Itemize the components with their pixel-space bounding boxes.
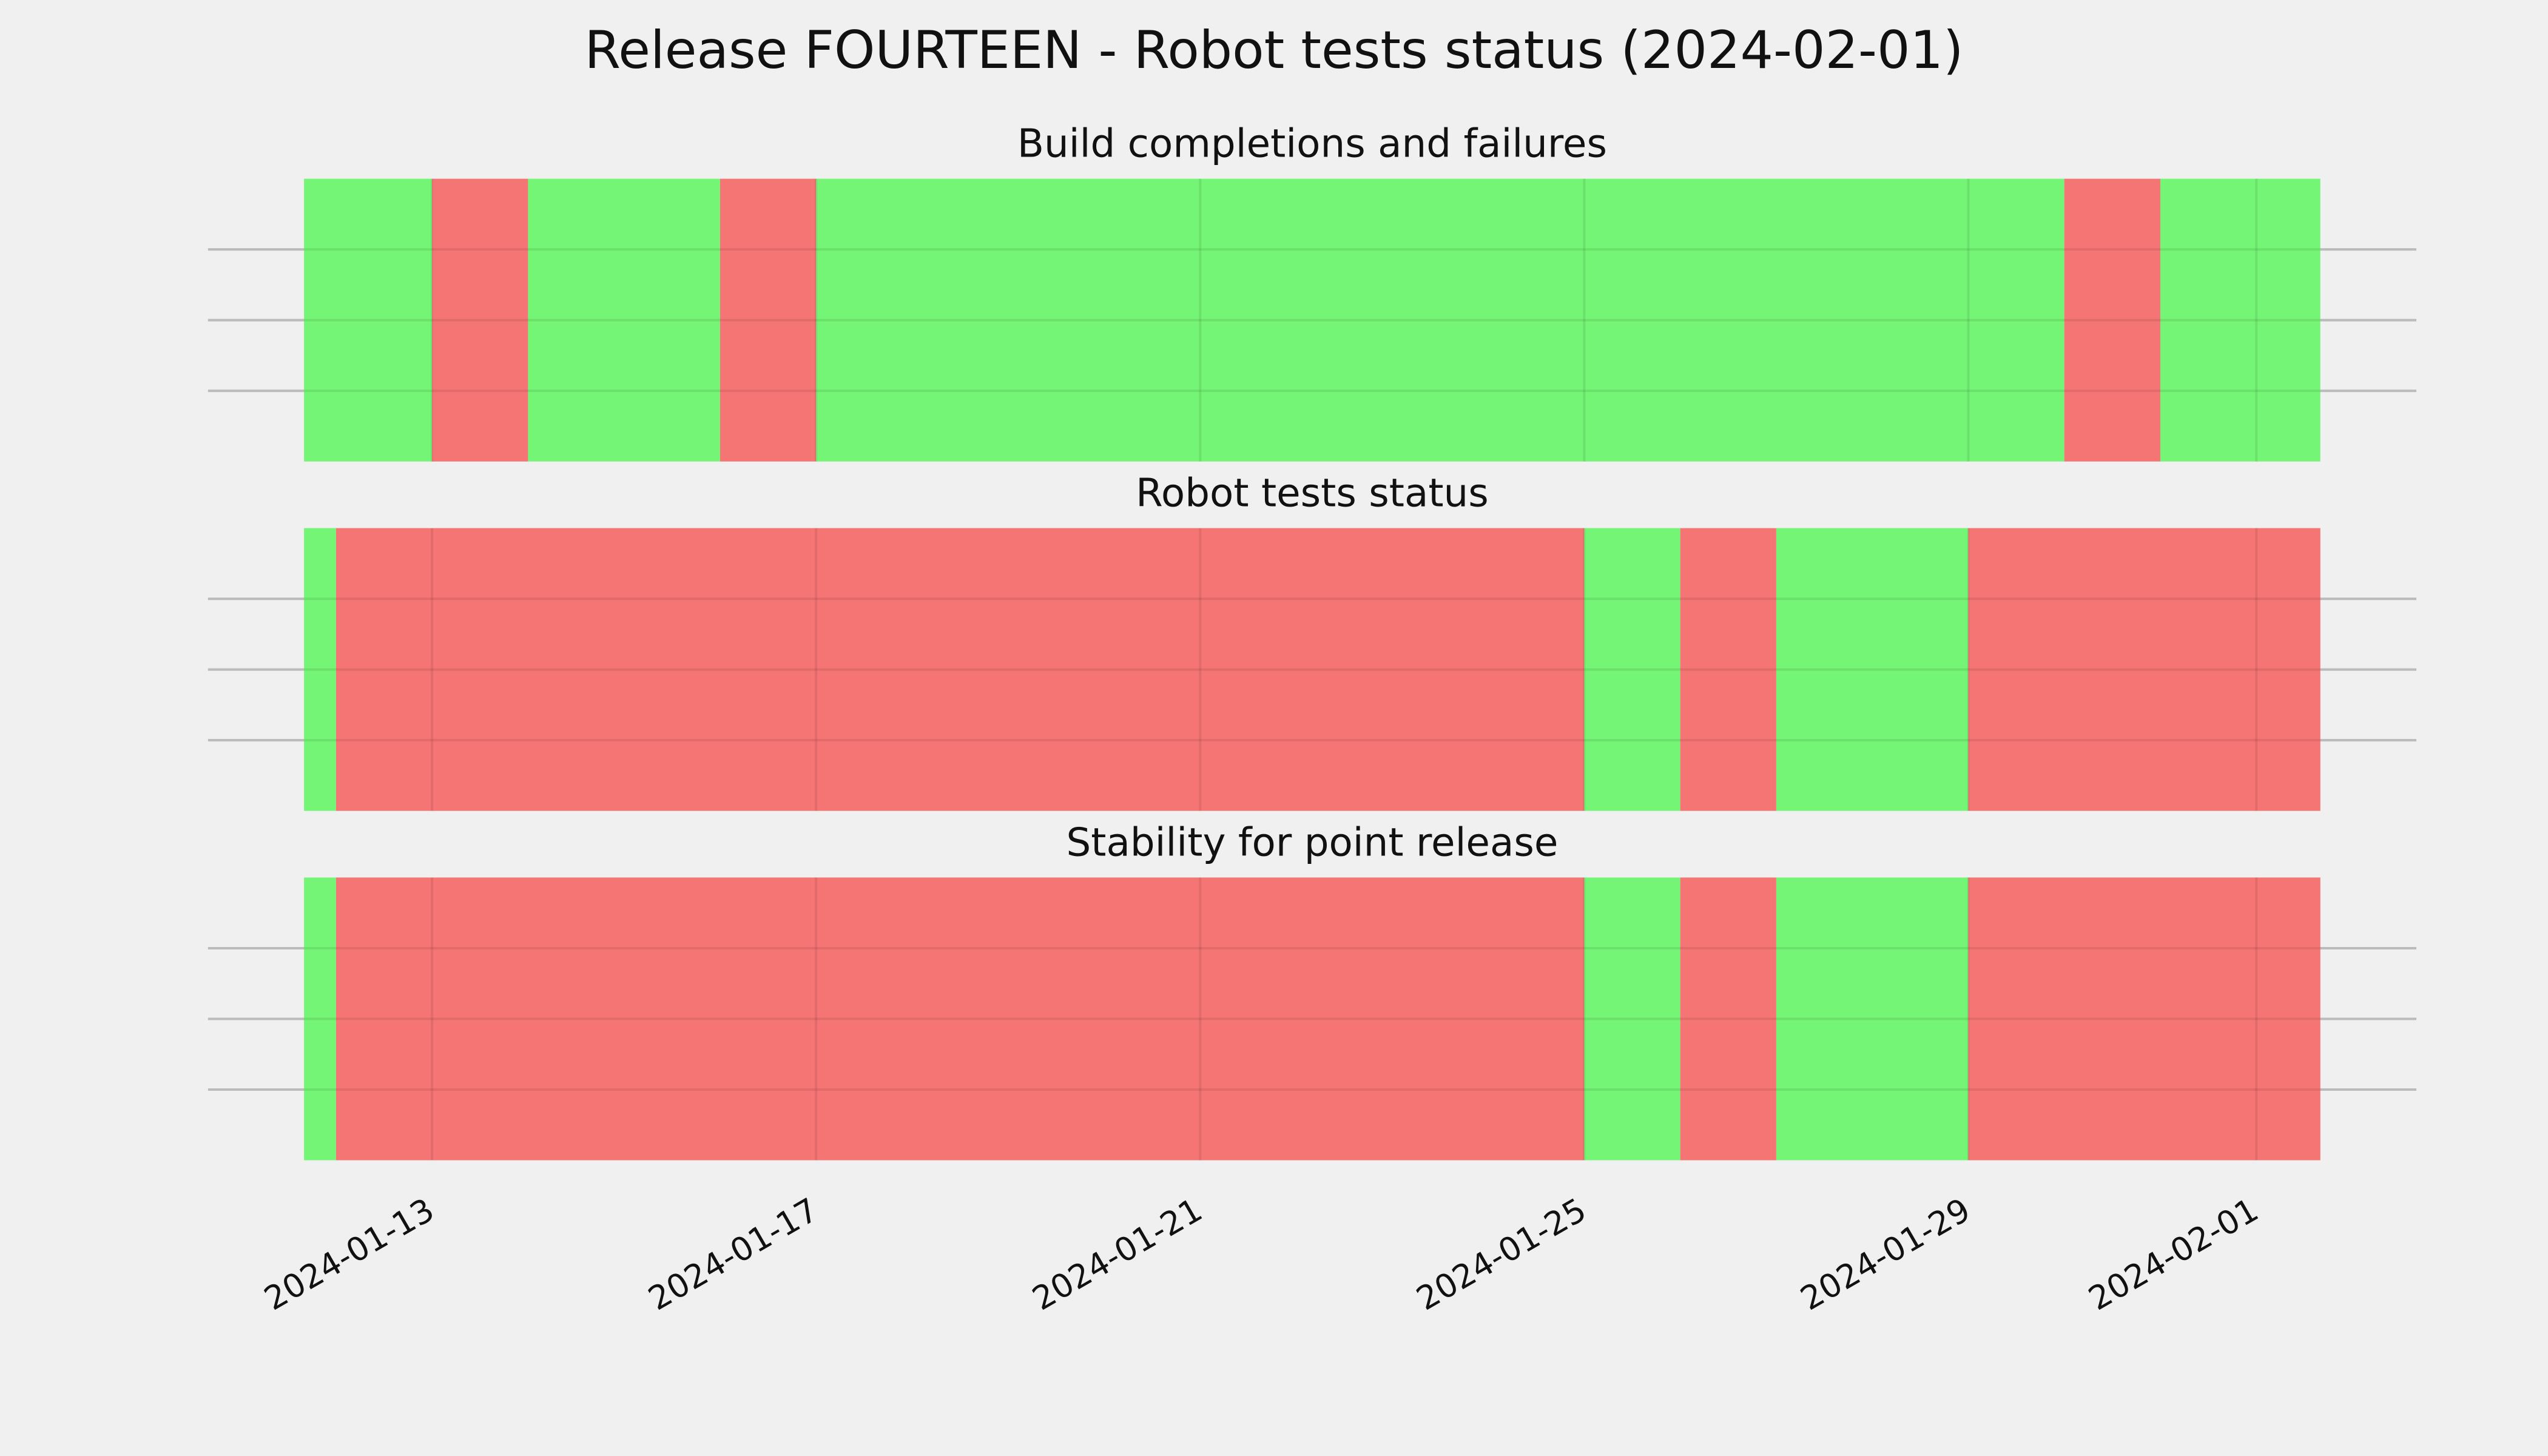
status-span bbox=[335, 877, 1585, 1161]
status-span bbox=[1584, 528, 1680, 811]
status-span bbox=[720, 178, 817, 462]
status-span bbox=[2064, 178, 2160, 462]
status-span bbox=[1584, 877, 1680, 1161]
subplot-title: Build completions and failures bbox=[1017, 121, 1607, 167]
status-span bbox=[1680, 877, 1776, 1161]
status-span bbox=[1968, 528, 2320, 811]
subplot-title: Robot tests status bbox=[1136, 471, 1489, 516]
status-span bbox=[304, 528, 336, 811]
status-span bbox=[304, 877, 336, 1161]
status-span bbox=[1776, 877, 1969, 1161]
status-span bbox=[528, 178, 720, 462]
chart-title: Release FOURTEEN - Robot tests status (2… bbox=[585, 20, 1964, 81]
subplot-title: Stability for point release bbox=[1067, 820, 1559, 865]
status-span bbox=[1776, 528, 1969, 811]
status-span bbox=[432, 178, 528, 462]
status-span bbox=[2160, 178, 2320, 462]
status-span bbox=[335, 528, 1585, 811]
status-span bbox=[304, 178, 433, 462]
status-span bbox=[1968, 877, 2320, 1161]
status-span bbox=[1680, 528, 1776, 811]
status-span bbox=[816, 178, 2064, 462]
